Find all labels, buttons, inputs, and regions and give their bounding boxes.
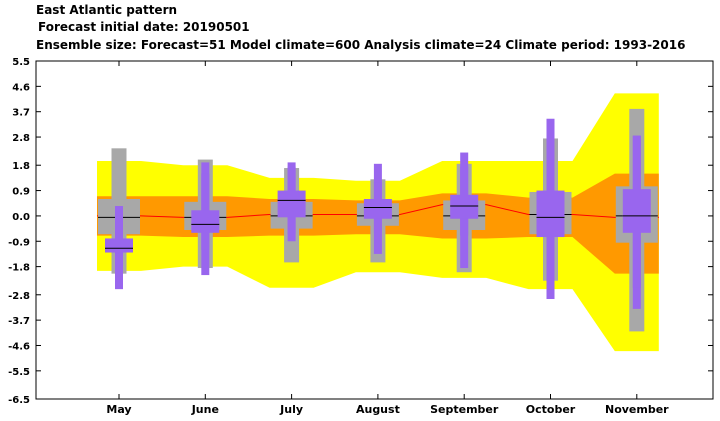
plot-frame <box>35 60 714 400</box>
x-tick-label: October <box>526 403 576 416</box>
y-tick-label: -1.8 <box>8 263 30 274</box>
forecast-box-august <box>363 199 392 219</box>
y-tick-label: 0.9 <box>12 187 30 198</box>
y-tick-label: -6.5 <box>8 395 30 406</box>
x-tick-label: September <box>430 403 499 416</box>
forecast-box-july <box>277 190 306 218</box>
ensemble-info: Ensemble size: Forecast=51 Model climate… <box>36 38 686 52</box>
x-tick-label: May <box>106 403 131 416</box>
forecast-box-september <box>450 194 479 219</box>
forecast-box-october <box>536 190 565 238</box>
forecast-box-june <box>191 210 220 233</box>
forecast-range-may <box>115 206 123 254</box>
y-tick-label: -2.8 <box>8 291 30 302</box>
y-tick-label: 5.5 <box>12 57 30 68</box>
y-tick-label: -5.5 <box>8 367 30 378</box>
y-tick-label: 4.6 <box>12 82 30 93</box>
forecast-box-may <box>105 238 133 253</box>
x-tick-label: July <box>279 403 303 416</box>
y-tick-label: -0.9 <box>8 237 30 248</box>
forecast-date: Forecast initial date: 20190501 <box>38 20 250 34</box>
chart-title: East Atlantic pattern <box>36 3 178 17</box>
x-tick-label: June <box>191 403 219 416</box>
y-tick-label: -4.6 <box>8 341 30 352</box>
y-tick-label: -3.7 <box>8 316 30 327</box>
x-tick-label: November <box>605 403 669 416</box>
forecast-box-november <box>622 189 651 233</box>
x-tick-label: August <box>356 403 400 416</box>
y-tick-label: 0.0 <box>12 212 30 223</box>
y-tick-label: 1.8 <box>12 161 30 172</box>
y-tick-label: 2.8 <box>12 133 30 144</box>
y-tick-label: 3.7 <box>12 108 30 119</box>
